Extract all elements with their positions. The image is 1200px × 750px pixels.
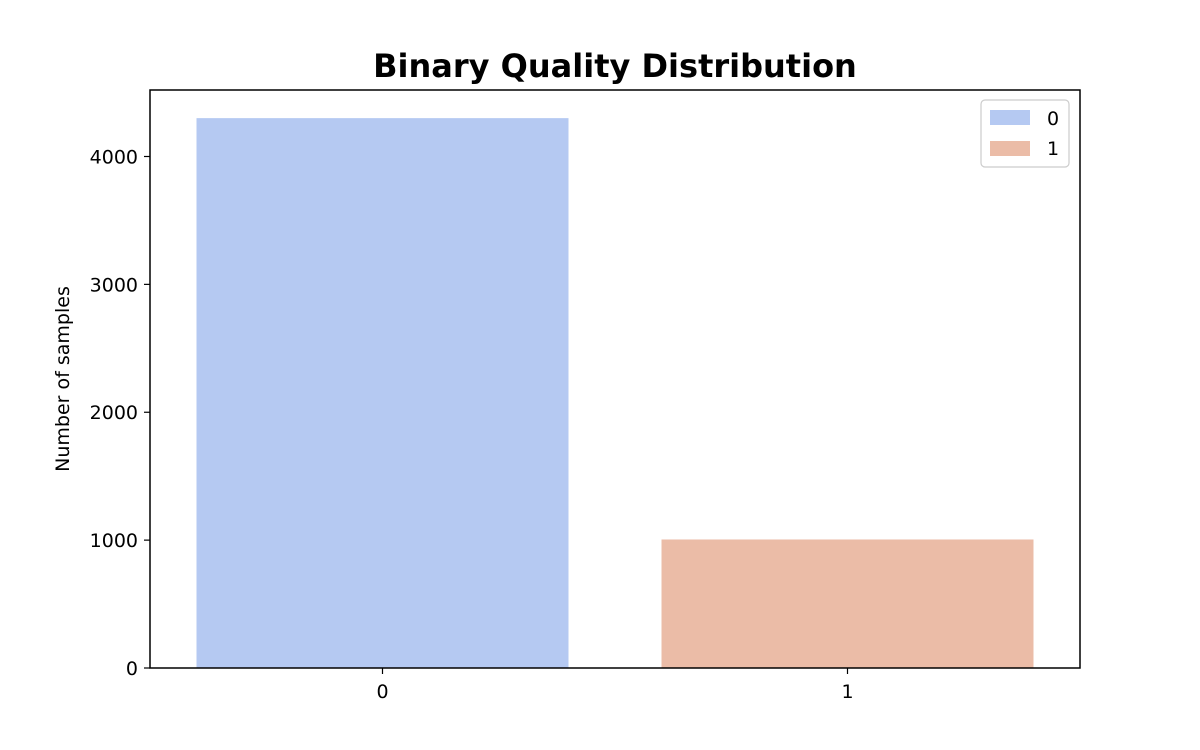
y-tick-label-1000: 1000	[90, 530, 138, 552]
bars-group	[196, 118, 1034, 668]
chart-title: Binary Quality Distribution	[373, 47, 857, 85]
y-tick-label-3000: 3000	[90, 274, 138, 296]
legend-label-1: 1	[1047, 138, 1059, 160]
y-tick-label-4000: 4000	[90, 146, 138, 168]
x-tick-label-0: 0	[376, 681, 388, 703]
legend-swatch-1	[990, 141, 1030, 156]
plot-frame	[149, 89, 1081, 669]
x-tick-label-1: 1	[841, 681, 853, 703]
bar-0	[196, 118, 569, 668]
y-tick-label-0: 0	[126, 658, 138, 680]
legend: 0 1	[980, 99, 1070, 168]
bar-1	[661, 539, 1034, 668]
y-tick-label-2000: 2000	[90, 402, 138, 424]
y-axis: 0 1000 2000 3000 4000	[90, 146, 150, 680]
y-axis-label: Number of samples	[52, 286, 74, 472]
legend-label-0: 0	[1047, 108, 1059, 130]
legend-swatch-0	[990, 110, 1030, 125]
